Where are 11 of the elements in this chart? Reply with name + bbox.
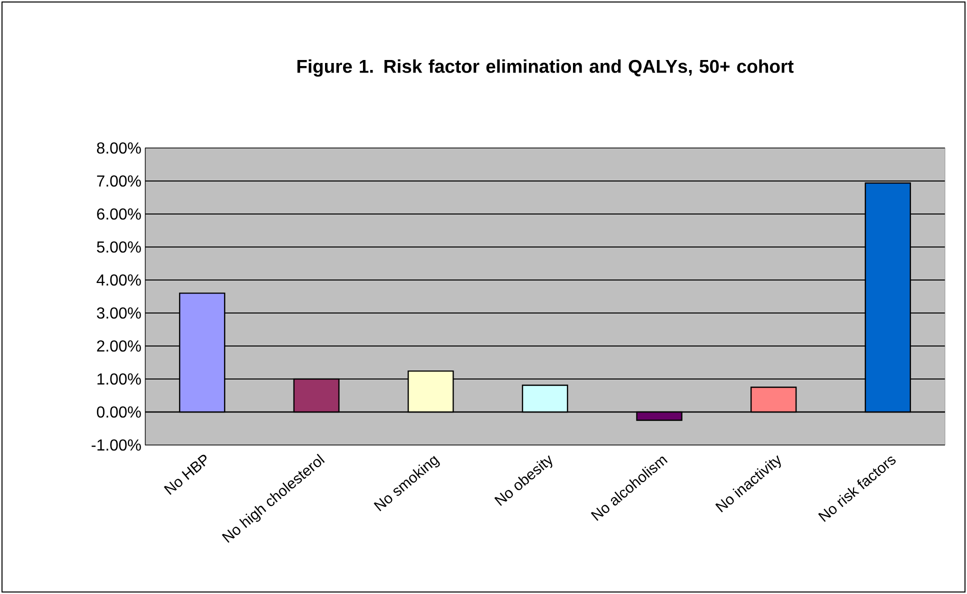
y-tick-label: -1.00% xyxy=(92,439,141,451)
y-tick-label: 6.00% xyxy=(97,208,141,220)
y-tick-label: 1.00% xyxy=(98,373,141,385)
y-tick-label: 7.00% xyxy=(97,175,141,187)
y-tick-label: 2.00% xyxy=(97,340,141,352)
chart-title: Figure 1. Risk factor elimination and QALYs, 50+ cohort xyxy=(297,59,794,77)
y-tick-label: 5.00% xyxy=(96,241,141,253)
y-tick-label: 3.00% xyxy=(96,307,141,319)
y-tick-label: 8.00% xyxy=(96,142,141,154)
y-tick-label: 0.00% xyxy=(96,406,141,418)
y-tick-label: 4.00% xyxy=(96,274,141,286)
